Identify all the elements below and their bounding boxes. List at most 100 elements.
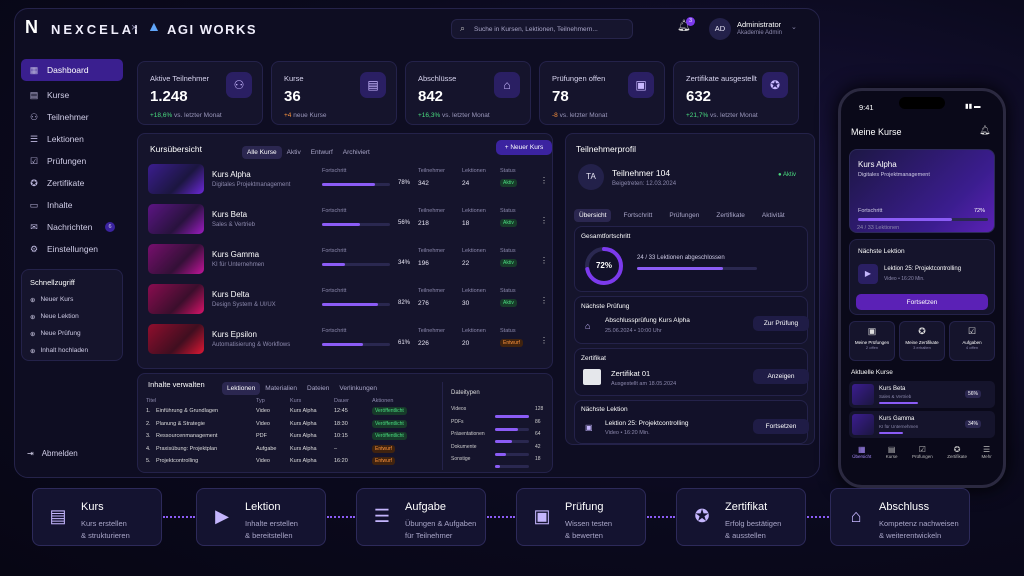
sidebar-item-label: Dashboard <box>47 65 89 75</box>
filetype-row: Videos 128 <box>451 406 549 418</box>
content-tab-0[interactable]: Lektionen <box>222 382 261 395</box>
course-participants: 196 <box>418 260 429 267</box>
content-row[interactable]: 2. Planung & Strategie Video Kurs Alpha … <box>146 419 434 433</box>
sidebar-item-2[interactable]: ⚇ Teilnehmer <box>21 106 123 128</box>
quick-item-label: Neue Prüfung <box>40 330 81 337</box>
content-duration: 12:45 <box>334 408 348 414</box>
phone-nav-0[interactable]: ▦ Übersicht <box>852 445 871 475</box>
partner-logo: AGI WORKS <box>167 22 258 37</box>
course-tab-0[interactable]: Alle Kurse <box>242 146 282 159</box>
course-row[interactable]: Kurs Beta Sales & Vertrieb Fortschritt 5… <box>148 204 548 240</box>
profile-tab-0[interactable]: Übersicht <box>574 209 612 222</box>
phone-course-item[interactable]: Kurs Gamma KI für Unternehmen 34% <box>849 411 995 438</box>
stat-change: -8 <box>552 112 558 119</box>
course-row[interactable]: Kurs Gamma KI für Unternehmen Fortschrit… <box>148 244 548 280</box>
flow-title: Kurs <box>81 501 104 513</box>
quick-item-0[interactable]: ⊕ Neuer Kurs <box>30 296 120 313</box>
show-certificate-button[interactable]: Anzeigen <box>753 369 809 384</box>
chevron-down-icon[interactable]: ⌄ <box>791 24 797 31</box>
stat-label: Zertifikate ausgestellt <box>686 74 757 83</box>
search-input[interactable]: Suche in Kursen, Lektionen, Teilnehmern.… <box>474 26 598 33</box>
profile-tab-4[interactable]: Aktivität <box>761 212 785 219</box>
course-row[interactable]: Kurs Alpha Digitales Projektmanagement F… <box>148 164 548 200</box>
content-status: Entwurf <box>372 444 395 453</box>
profile-tab-3[interactable]: Zertifikate <box>716 212 745 219</box>
course-sub: Sales & Vertrieb <box>212 222 256 228</box>
logout-button[interactable]: ⇥ Abmelden <box>27 449 78 458</box>
progress-percent: 72% <box>595 261 612 270</box>
check-icon: ☑ <box>918 445 926 454</box>
phone-hero-course[interactable]: Kurs Alpha Digitales Projektmanagement F… <box>849 149 995 233</box>
phone-next-title: Nächste Lektion <box>858 248 905 255</box>
flow-desc-1: Übungen & Aufgaben <box>405 519 477 528</box>
more-icon[interactable]: ⋮ <box>540 216 548 225</box>
profile-tab-1[interactable]: Fortschritt <box>623 212 653 219</box>
play-icon: ▶ <box>215 506 229 526</box>
stat-suffix: neue Kurse <box>293 112 327 119</box>
quick-item-3[interactable]: ⊕ Inhalt hochladen <box>30 347 120 364</box>
col-lessons: Lektionen <box>462 168 486 174</box>
course-progress-bar <box>322 303 390 306</box>
content-row[interactable]: 5. Projektcontrolling Video Kurs Alpha 1… <box>146 457 434 470</box>
sidebar-item-0[interactable]: ▦ Dashboard <box>21 59 123 81</box>
certificate-name: Zertifikat 01 <box>611 369 651 378</box>
course-tab-2[interactable]: Entwurf <box>310 149 333 156</box>
phone-nav-3[interactable]: ✪ Zertifikate <box>947 445 967 475</box>
sidebar-item-3[interactable]: ☰ Lektionen <box>21 128 123 150</box>
plus-icon: ⊕ <box>30 297 36 304</box>
grid-icon: ▦ <box>857 445 866 454</box>
more-icon[interactable]: ⋮ <box>540 296 548 305</box>
content-row[interactable]: 3. Ressourcenmanagement PDF Kurs Alpha 1… <box>146 432 434 445</box>
content-tab-1[interactable]: Materialien <box>265 385 297 392</box>
phone-nav-4[interactable]: ☰ Mehr <box>981 445 991 475</box>
content-duration: 16:20 <box>334 458 348 464</box>
play-icon[interactable]: ▶ <box>858 264 878 284</box>
avatar[interactable]: AD <box>709 18 731 40</box>
stat-card-0[interactable]: Aktive Teilnehmer 1.248 +18,6% vs. letzt… <box>137 61 263 125</box>
search-box[interactable]: ⌕ Suche in Kursen, Lektionen, Teilnehmer… <box>451 19 633 39</box>
phone-course-name: Kurs Gamma <box>879 416 915 422</box>
clipboard-icon: ▣ <box>533 506 551 526</box>
profile-tab-2[interactable]: Prüfungen <box>669 212 700 219</box>
more-icon[interactable]: ⋮ <box>540 176 548 185</box>
phone-tile-0[interactable]: ▣ Meine Prüfungen 2 offen <box>849 321 895 361</box>
phone-bell-icon[interactable]: 🔔︎ <box>979 125 991 135</box>
content-duration: 18:30 <box>334 420 348 427</box>
sidebar-item-label: Kurse <box>47 90 70 100</box>
quick-item-1[interactable]: ⊕ Neue Lektion <box>30 313 120 330</box>
stat-card-4[interactable]: Zertifikate ausgestellt 632 +21,7% vs. l… <box>673 61 799 125</box>
sidebar-item-5[interactable]: ✪ Zertifikate <box>21 172 123 194</box>
phone-nav-2[interactable]: ☑ Prüfungen <box>912 445 933 475</box>
continue-lesson-button[interactable]: Fortsetzen <box>753 419 809 434</box>
to-exam-button[interactable]: Zur Prüfung <box>753 316 809 331</box>
phone-course-sub: Sales & Vertrieb <box>879 394 912 399</box>
quick-item-2[interactable]: ⊕ Neue Prüfung <box>30 330 120 347</box>
stat-card-1[interactable]: Kurse 36 +4 neue Kurse ▤ <box>271 61 397 125</box>
course-tab-1[interactable]: Aktiv <box>286 149 301 156</box>
course-pct: 56% <box>398 220 411 226</box>
phone-continue-button[interactable]: Fortsetzen <box>856 294 988 310</box>
content-row[interactable]: 4. Praxisübung: Projektplan Aufgabe Kurs… <box>146 444 434 458</box>
course-row[interactable]: Kurs Delta Design System & UI/UX Fortsch… <box>148 284 548 320</box>
sidebar-item-7[interactable]: ✉ Nachrichten 6 <box>21 216 123 238</box>
content-title-cell: Praxisübung: Projektplan <box>156 445 218 452</box>
course-row[interactable]: Kurs Epsilon Automatisierung & Workflows… <box>148 324 548 360</box>
more-icon[interactable]: ⋮ <box>540 336 548 345</box>
sidebar-item-4[interactable]: ☑ Prüfungen <box>21 150 123 172</box>
phone-tile-1[interactable]: ✪ Meine Zertifikate 3 erhalten <box>899 321 945 361</box>
course-tab-3[interactable]: Archiviert <box>342 149 370 156</box>
content-row[interactable]: 1. Einführung & Grundlagen Video Kurs Al… <box>146 407 434 420</box>
phone-course-item[interactable]: Kurs Beta Sales & Vertrieb 56% <box>849 381 995 408</box>
sidebar-item-6[interactable]: ▭ Inhalte <box>21 194 123 216</box>
sidebar-item-1[interactable]: ▤ Kurse <box>21 84 123 106</box>
stat-card-2[interactable]: Abschlüsse 842 +16,3% vs. letzter Monat … <box>405 61 531 125</box>
phone-tile-2[interactable]: ☑ Aufgaben 4 offen <box>949 321 995 361</box>
content-tab-3[interactable]: Verlinkungen <box>339 385 377 392</box>
phone-nav-1[interactable]: ▤ Kurse <box>886 445 898 475</box>
stat-card-3[interactable]: Prüfungen offen 78 -8 vs. letzter Monat … <box>539 61 665 125</box>
new-course-button[interactable]: + Neuer Kurs <box>496 140 552 155</box>
status-badge: Aktiv <box>500 299 517 307</box>
sidebar-item-8[interactable]: ⚙ Einstellungen <box>21 238 123 260</box>
content-tab-2[interactable]: Dateien <box>307 385 330 392</box>
more-icon[interactable]: ⋮ <box>540 256 548 265</box>
